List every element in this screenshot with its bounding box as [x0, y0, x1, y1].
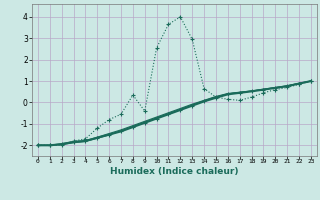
- X-axis label: Humidex (Indice chaleur): Humidex (Indice chaleur): [110, 167, 239, 176]
